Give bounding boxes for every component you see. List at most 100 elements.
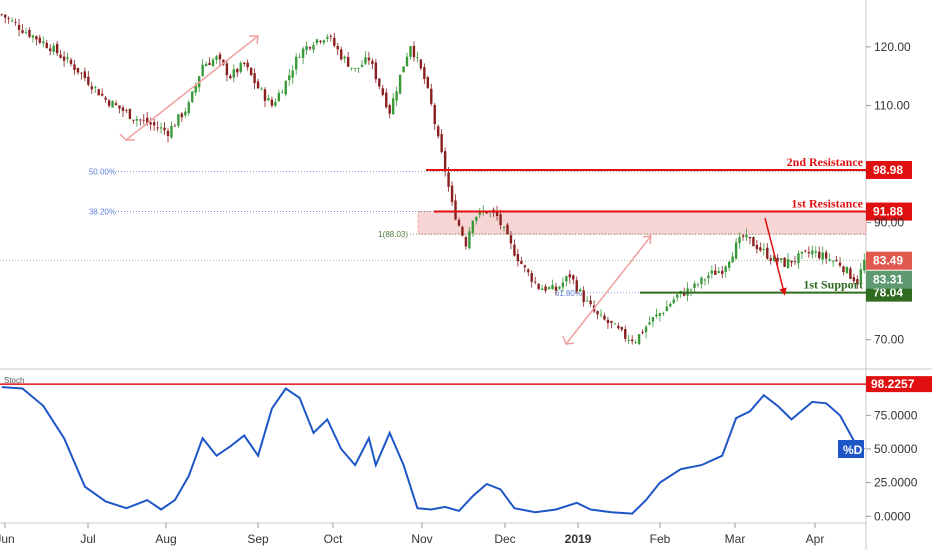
candle bbox=[80, 72, 83, 80]
candle bbox=[527, 268, 530, 277]
fib-level-label: 50.00% bbox=[89, 168, 116, 177]
resistance-zone bbox=[417, 211, 867, 235]
candle bbox=[218, 51, 222, 66]
candle bbox=[520, 256, 523, 265]
candle bbox=[391, 92, 395, 115]
candle bbox=[381, 84, 384, 97]
candle bbox=[755, 240, 759, 254]
candle bbox=[267, 94, 270, 101]
candle bbox=[554, 282, 558, 295]
svg-text:98.98: 98.98 bbox=[873, 163, 903, 177]
candle bbox=[277, 89, 281, 102]
candle bbox=[779, 257, 783, 263]
price-tick-label: 90.00 bbox=[874, 216, 904, 230]
candle bbox=[613, 322, 617, 325]
candle bbox=[152, 118, 156, 131]
current-price-tag: 83.31 bbox=[866, 270, 912, 289]
candle bbox=[322, 39, 326, 46]
key-level-label: 2nd Resistance bbox=[787, 155, 864, 169]
candle bbox=[180, 112, 184, 122]
time-axis-label: Nov bbox=[411, 532, 432, 546]
candle bbox=[3, 14, 7, 24]
price-tick-label: 120.00 bbox=[874, 40, 911, 54]
candle bbox=[575, 276, 578, 294]
candle bbox=[416, 51, 419, 63]
candle bbox=[398, 74, 402, 95]
candle bbox=[243, 61, 246, 67]
candle bbox=[565, 275, 568, 287]
candle bbox=[443, 147, 447, 177]
candle bbox=[676, 293, 679, 302]
candle bbox=[326, 33, 329, 43]
candle bbox=[610, 320, 613, 329]
svg-text:83.31: 83.31 bbox=[873, 273, 903, 287]
candle bbox=[232, 64, 236, 83]
candle bbox=[284, 80, 287, 97]
candle bbox=[558, 285, 561, 290]
candle bbox=[710, 265, 714, 279]
price-tick-label: 70.00 bbox=[874, 333, 904, 347]
candle bbox=[745, 228, 748, 241]
candle bbox=[385, 88, 388, 109]
candle bbox=[783, 257, 786, 268]
candle bbox=[59, 49, 62, 59]
candle bbox=[513, 239, 516, 257]
candle bbox=[10, 17, 14, 23]
candle bbox=[734, 238, 738, 260]
candle bbox=[187, 100, 190, 116]
candle bbox=[842, 265, 845, 276]
candle bbox=[55, 41, 59, 57]
candle bbox=[596, 310, 599, 320]
candle bbox=[533, 276, 537, 285]
candle bbox=[114, 100, 118, 106]
candle bbox=[495, 205, 499, 221]
candle bbox=[644, 325, 648, 339]
candle bbox=[7, 16, 10, 24]
candle bbox=[585, 296, 589, 302]
candle bbox=[191, 90, 194, 104]
candle bbox=[793, 255, 797, 265]
candle bbox=[561, 277, 565, 293]
candle bbox=[423, 63, 426, 84]
candle bbox=[824, 249, 828, 264]
candle bbox=[471, 220, 475, 237]
key-level-label: 1st Support bbox=[803, 278, 863, 292]
overbought-tag: 98.2257 bbox=[866, 376, 932, 393]
candle bbox=[859, 263, 863, 285]
candle bbox=[724, 264, 727, 278]
candle bbox=[856, 275, 859, 289]
candle bbox=[170, 121, 173, 139]
candle bbox=[714, 264, 717, 275]
candle bbox=[568, 270, 572, 284]
projection-arrow bbox=[764, 217, 787, 296]
candle bbox=[752, 236, 755, 247]
candle bbox=[177, 114, 180, 129]
candle bbox=[852, 273, 856, 285]
candle bbox=[617, 322, 620, 331]
candle bbox=[502, 226, 506, 232]
candle bbox=[139, 118, 142, 126]
candle bbox=[49, 44, 52, 56]
candle bbox=[364, 51, 367, 66]
candle bbox=[319, 39, 322, 45]
candle bbox=[530, 270, 533, 288]
candle bbox=[229, 73, 232, 80]
candle bbox=[412, 41, 416, 62]
candle bbox=[478, 207, 481, 218]
candle bbox=[759, 242, 762, 253]
candle bbox=[634, 339, 637, 345]
candle bbox=[721, 265, 724, 279]
candle bbox=[655, 308, 658, 319]
candle bbox=[104, 95, 107, 103]
candle bbox=[211, 57, 215, 68]
time-axis-label: Feb bbox=[650, 532, 671, 546]
trend-arrow-1 bbox=[119, 35, 259, 141]
candle bbox=[849, 266, 852, 280]
candle bbox=[707, 271, 710, 285]
candle bbox=[641, 329, 644, 335]
candle bbox=[738, 232, 741, 249]
candle bbox=[769, 254, 772, 265]
candle bbox=[118, 105, 121, 114]
candle bbox=[651, 316, 655, 328]
